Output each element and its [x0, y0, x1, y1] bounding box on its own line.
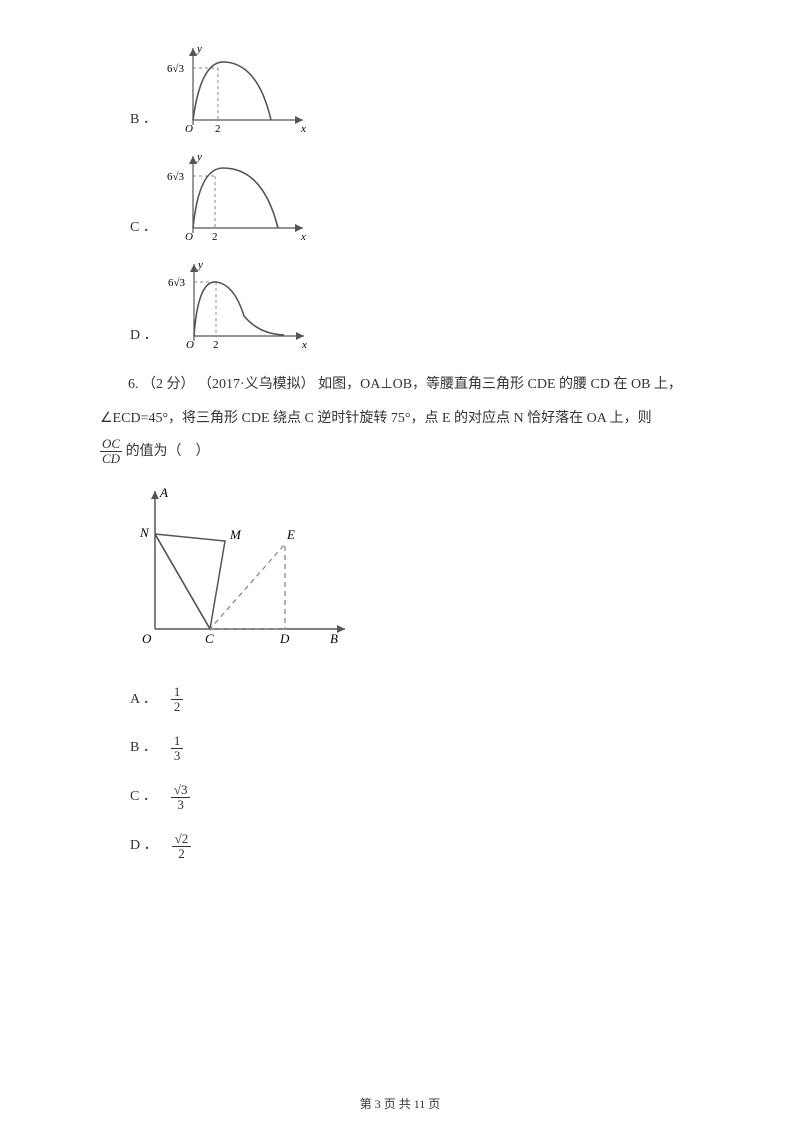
graph-d: y x O 6√3 2 [164, 256, 314, 356]
x-tick: 2 [215, 123, 221, 135]
origin: O [186, 339, 194, 351]
page-container: B ． y x O 6√3 2 C ． y x O 6√3 [0, 0, 800, 862]
answer-b-frac: 1 3 [171, 734, 184, 764]
answer-a-letter: A ． [130, 685, 157, 716]
page-footer: 第 3 页 共 11 页 [0, 1095, 800, 1112]
geom-M: M [229, 527, 242, 542]
question-6: 6. （2 分） （2017·义乌模拟） 如图，OA⊥OB，等腰直角三角形 CD… [100, 368, 700, 402]
x-var: x [301, 339, 307, 351]
frac-num: OC [100, 437, 122, 452]
geom-E: E [286, 527, 295, 542]
answer-list: A ． 1 2 B ． 1 3 C ． √3 3 D ． √2 2 [100, 685, 700, 862]
y-label: 6√3 [168, 277, 186, 289]
answer-c: C ． √3 3 [130, 782, 700, 813]
answer-c-letter: C ． [130, 782, 157, 813]
option-c-label: C ． [100, 213, 157, 248]
x-var: x [300, 123, 306, 135]
geom-A: A [159, 485, 168, 500]
frac-den: CD [100, 452, 122, 466]
answer-b-letter: B ． [130, 733, 157, 764]
option-d-row: D ． y x O 6√3 2 [100, 256, 700, 356]
q6-frac-line: OC CD 的值为（ ） [100, 435, 700, 469]
y-label: 6√3 [167, 63, 185, 75]
q6-number: 6. [128, 377, 139, 392]
y-var: y [197, 259, 203, 271]
answer-b: B ． 1 3 [130, 733, 700, 764]
y-var: y [196, 43, 202, 55]
graph-c: y x O 6√3 2 [163, 148, 313, 248]
origin: O [185, 231, 193, 243]
geometry-figure-wrap: A B O N M E C D [130, 479, 700, 667]
answer-d-frac: √2 2 [172, 832, 192, 862]
q6-tail: 的值为（ ） [126, 444, 210, 459]
geom-D: D [279, 631, 290, 646]
answer-c-frac: √3 3 [171, 783, 191, 813]
x-tick: 2 [212, 231, 218, 243]
option-d-label: D ． [100, 321, 158, 356]
option-b-row: B ． y x O 6√3 2 [100, 40, 700, 140]
q6-body-a: 如图，OA⊥OB，等腰直角三角形 CDE 的腰 CD 在 OB 上， [318, 377, 682, 392]
q6-body-line2: ∠ECD=45°，将三角形 CDE 绕点 C 逆时针旋转 75°，点 E 的对应… [100, 402, 700, 436]
answer-a-frac: 1 2 [171, 685, 184, 715]
x-var: x [300, 231, 306, 243]
graph-b: y x O 6√3 2 [163, 40, 313, 140]
answer-d: D ． √2 2 [130, 831, 700, 862]
answer-a: A ． 1 2 [130, 685, 700, 716]
geometry-figure: A B O N M E C D [130, 479, 360, 654]
q6-body-b: ∠ECD=45°，将三角形 CDE 绕点 C 逆时针旋转 75°，点 E 的对应… [100, 411, 652, 426]
geom-O: O [142, 631, 152, 646]
geom-N: N [139, 525, 150, 540]
y-var: y [196, 151, 202, 163]
y-label: 6√3 [167, 171, 185, 183]
option-b-label: B ． [100, 105, 157, 140]
q6-points: （2 分） [142, 377, 195, 392]
answer-d-letter: D ． [130, 831, 158, 862]
geom-B: B [330, 631, 338, 646]
geom-C: C [205, 631, 214, 646]
q6-source: （2017·义乌模拟） [198, 377, 315, 392]
frac-oc-cd: OC CD [100, 437, 122, 467]
x-tick: 2 [213, 339, 219, 351]
origin: O [185, 123, 193, 135]
option-c-row: C ． y x O 6√3 2 [100, 148, 700, 248]
